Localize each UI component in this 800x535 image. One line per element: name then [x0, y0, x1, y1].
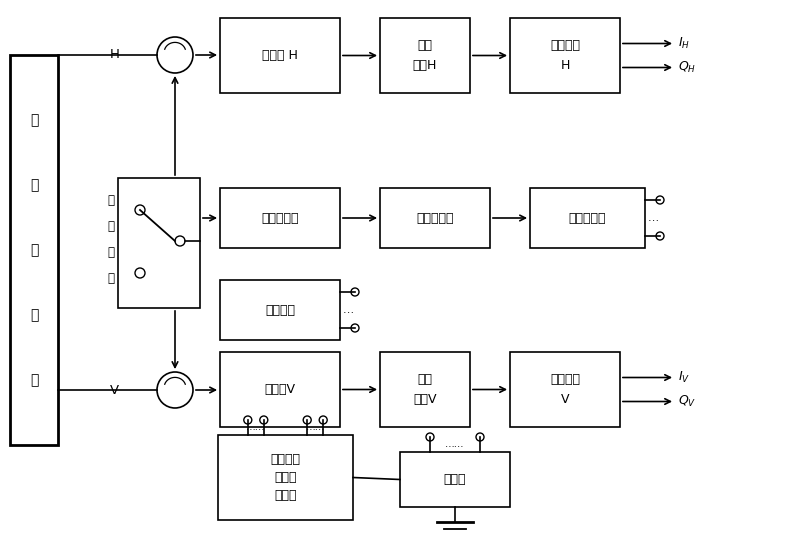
- Text: ……: ……: [446, 439, 465, 449]
- Bar: [218, 435, 353, 520]
- Text: 极: 极: [107, 194, 114, 207]
- Bar: [400, 452, 510, 507]
- Text: 数据形成: 数据形成: [550, 373, 580, 386]
- Bar: [380, 352, 470, 427]
- Text: 多: 多: [30, 113, 38, 127]
- Text: V: V: [110, 384, 119, 396]
- Text: 正交: 正交: [418, 373, 433, 386]
- Text: 雷达监控: 雷达监控: [270, 453, 301, 466]
- Text: 天: 天: [30, 308, 38, 322]
- Text: $Q_H$: $Q_H$: [678, 60, 696, 75]
- Text: V: V: [561, 393, 570, 406]
- Bar: [220, 188, 340, 248]
- Text: 配电器: 配电器: [444, 473, 466, 486]
- Bar: [10, 55, 58, 445]
- Bar: [510, 18, 620, 93]
- Bar: [530, 188, 645, 248]
- Text: ……: ……: [306, 422, 325, 432]
- Text: 关: 关: [107, 271, 114, 285]
- Text: 计算机: 计算机: [274, 471, 297, 484]
- Text: 数据形成: 数据形成: [550, 39, 580, 52]
- Bar: [118, 178, 200, 308]
- Bar: [380, 18, 470, 93]
- Text: $I_V$: $I_V$: [678, 370, 690, 385]
- Text: $I_H$: $I_H$: [678, 36, 690, 51]
- Text: 解调H: 解调H: [413, 59, 437, 72]
- Text: …: …: [342, 305, 354, 315]
- Text: 定时器: 定时器: [274, 489, 297, 502]
- Text: 接收机 H: 接收机 H: [262, 49, 298, 62]
- Text: $Q_V$: $Q_V$: [678, 394, 696, 409]
- Text: 正交: 正交: [418, 39, 433, 52]
- Text: 开: 开: [107, 246, 114, 258]
- Text: H: H: [560, 59, 570, 72]
- Text: 极: 极: [30, 178, 38, 192]
- Text: 功率放大器: 功率放大器: [262, 211, 298, 225]
- Bar: [220, 280, 340, 340]
- Text: 内定标器: 内定标器: [265, 303, 295, 317]
- Text: 接收机V: 接收机V: [265, 383, 295, 396]
- Bar: [220, 18, 340, 93]
- Text: 线: 线: [30, 373, 38, 387]
- Text: …: …: [647, 213, 658, 223]
- Bar: [510, 352, 620, 427]
- Text: H: H: [110, 49, 120, 62]
- Text: 化: 化: [30, 243, 38, 257]
- Bar: [220, 352, 340, 427]
- Text: 化: 化: [107, 219, 114, 233]
- Bar: [380, 188, 490, 248]
- Text: 调频信号源: 调频信号源: [416, 211, 454, 225]
- Text: ……: ……: [246, 422, 266, 432]
- Text: 基准频率源: 基准频率源: [569, 211, 606, 225]
- Text: 解调V: 解调V: [414, 393, 437, 406]
